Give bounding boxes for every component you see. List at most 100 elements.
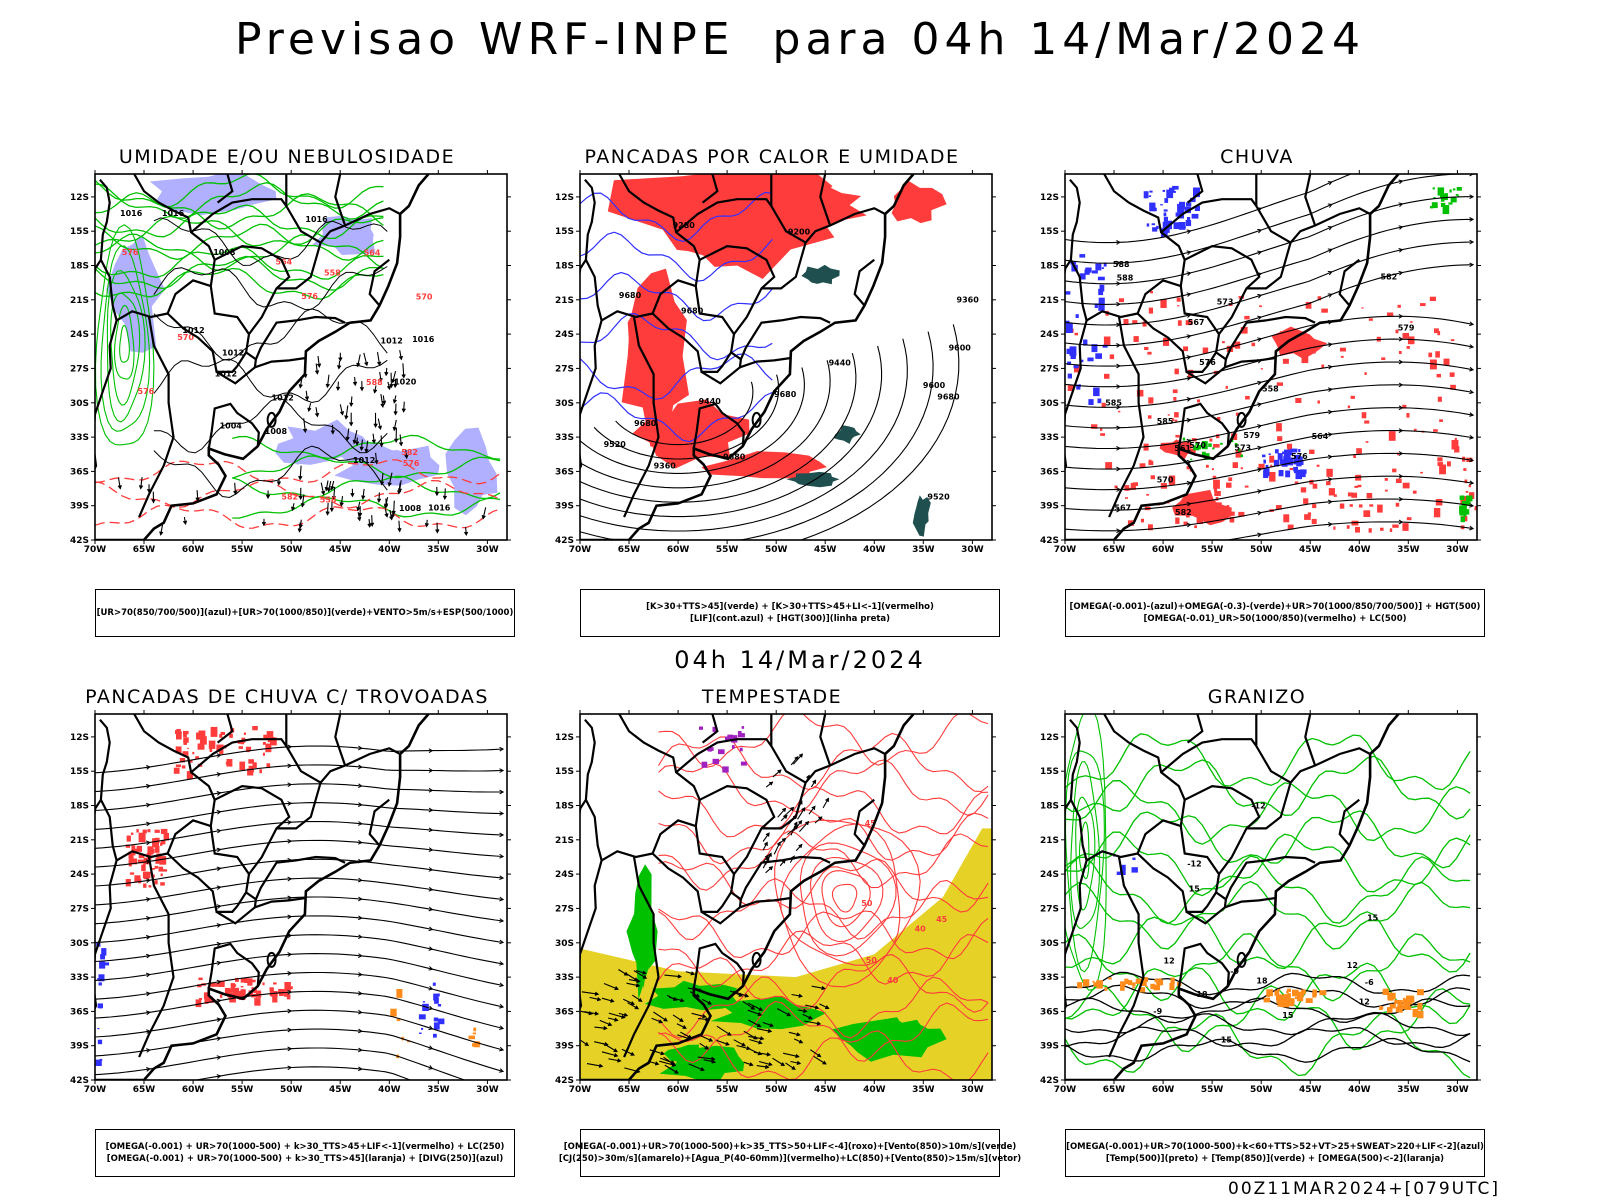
- lat-tick-label: 42S: [1040, 536, 1059, 546]
- contour-label: 9600: [949, 344, 972, 353]
- lat-tick-label: 18S: [555, 262, 574, 272]
- wind-vector-head: [424, 522, 429, 528]
- contour-line: [658, 953, 989, 1013]
- speckle: [207, 998, 214, 1003]
- speckle: [1174, 412, 1179, 418]
- speckle: [137, 859, 145, 864]
- streamline-arrow: [146, 916, 151, 921]
- speckle: [1457, 195, 1460, 197]
- speckle: [1091, 270, 1098, 274]
- lat-tick-label: 18S: [555, 802, 574, 812]
- speckle: [1127, 980, 1133, 986]
- speckle: [130, 832, 134, 835]
- contour-label: 1016: [120, 209, 143, 218]
- speckle: [1194, 525, 1197, 529]
- contour-ring: [1078, 821, 1090, 880]
- contour-label: -12: [1251, 801, 1265, 810]
- speckle: [1437, 331, 1441, 336]
- map-content: 1012 1012 1016 1020 1016 1008 1008 1012 1004 1012…: [95, 174, 501, 540]
- contour-label: 9680: [681, 307, 704, 316]
- wind-vector-head: [805, 820, 810, 826]
- streamline-arrow: [1469, 480, 1475, 486]
- speckle: [1191, 213, 1199, 219]
- contour-ring: [1065, 750, 1105, 973]
- speckle: [208, 982, 216, 987]
- contour-line: [95, 182, 384, 220]
- speckle: [176, 733, 182, 740]
- contour-label: 1020: [394, 377, 417, 386]
- wind-vector-head: [394, 438, 399, 443]
- speckle: [1263, 997, 1271, 1003]
- streamline-arrow: [1186, 229, 1192, 235]
- wind-vector-head: [808, 1015, 813, 1020]
- wind-vector-head: [390, 514, 395, 519]
- streamline-arrow: [1186, 418, 1192, 423]
- wind-vector-head: [768, 1062, 773, 1067]
- streamline-arrow: [499, 746, 505, 752]
- speckle: [266, 731, 274, 740]
- speckle: [1135, 978, 1142, 984]
- country-border: [207, 402, 260, 449]
- coastline: [580, 714, 915, 1080]
- wind-vector-head: [379, 442, 384, 448]
- contour-label: 12: [1347, 961, 1358, 970]
- speckle: [1365, 441, 1369, 443]
- country-border: [368, 258, 390, 307]
- streamline-arrow: [357, 745, 363, 751]
- streamline-arrow: [146, 972, 151, 978]
- speckle: [154, 846, 160, 853]
- lat-tick-label: 15S: [555, 767, 574, 777]
- streamline-arrow: [1186, 376, 1192, 381]
- contour-ring: [821, 870, 871, 928]
- streamline-arrow: [216, 1036, 222, 1041]
- speckle: [251, 987, 254, 991]
- speckle: [230, 983, 235, 989]
- speckle: [240, 742, 244, 745]
- lagoa-dos-patos: [1236, 951, 1247, 968]
- wind-vector-head: [378, 378, 383, 383]
- speckle: [136, 829, 139, 833]
- country-border: [1224, 897, 1276, 909]
- speckle: [1346, 525, 1350, 529]
- speckle: [1077, 982, 1083, 989]
- streamline-arrow: [1116, 260, 1121, 266]
- speckle: [243, 732, 246, 735]
- streamline: [95, 802, 504, 830]
- wind-vector-head: [757, 1051, 763, 1056]
- contour-label: 576: [1199, 358, 1216, 367]
- speckle: [1428, 352, 1433, 358]
- speckle: [1283, 514, 1290, 523]
- country-border: [580, 718, 596, 810]
- lagoa-dos-patos: [751, 411, 762, 428]
- speckle: [1148, 460, 1154, 466]
- lat-tick-label: 39S: [555, 502, 574, 512]
- lon-tick-label: 35W: [427, 1085, 450, 1095]
- speckle: [1274, 990, 1280, 996]
- speckle: [1437, 396, 1442, 402]
- speckle: [1316, 464, 1320, 467]
- legend-box: [OMEGA(-0.001)+UR>70(1000-500)+k<60+TTS>…: [1065, 1129, 1485, 1177]
- speckle: [1298, 456, 1303, 464]
- wind-vector-head: [325, 511, 330, 516]
- speckle: [1140, 979, 1147, 986]
- speckle: [1160, 228, 1168, 237]
- lat-tick-label: 18S: [70, 802, 89, 812]
- contour-line: [658, 858, 989, 913]
- lon-tick-label: 55W: [1201, 545, 1224, 555]
- lat-tick-label: 12S: [70, 193, 89, 203]
- lat-tick-label: 27S: [555, 364, 574, 374]
- streamline: [1224, 521, 1474, 540]
- speckle: [1120, 864, 1126, 871]
- streamline-arrow: [1186, 271, 1192, 276]
- wind-vector-head: [373, 423, 378, 428]
- streamline-arrow: [287, 744, 293, 750]
- streamline-arrow: [1469, 412, 1475, 417]
- speckle: [1132, 857, 1136, 860]
- contour-label: -6: [1365, 978, 1374, 987]
- wind-vector-head: [481, 515, 486, 520]
- streamline-arrow: [1469, 525, 1475, 531]
- speckle: [473, 1041, 480, 1048]
- speckle: [1353, 454, 1356, 458]
- speckle: [1120, 868, 1126, 875]
